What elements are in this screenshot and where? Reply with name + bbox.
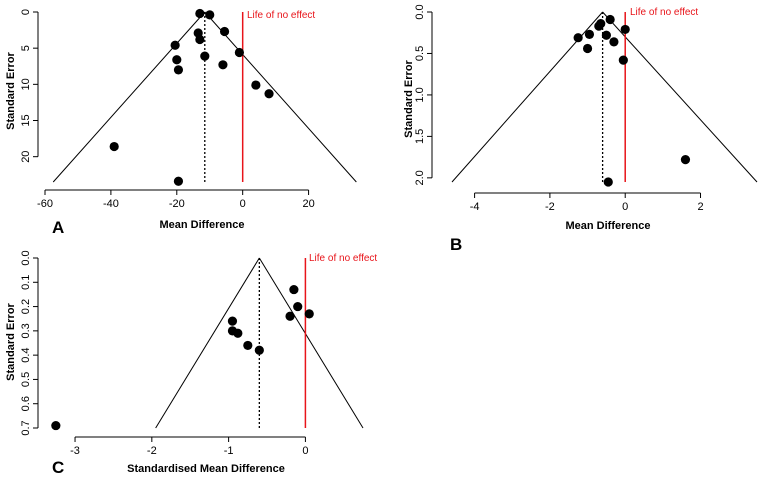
study-point bbox=[195, 34, 205, 45]
study-point bbox=[603, 177, 613, 187]
study-point bbox=[173, 176, 184, 186]
x-tick-label: -60 bbox=[37, 198, 53, 210]
x-tick-label: -2 bbox=[545, 201, 555, 213]
y-tick-label: 0.2 bbox=[20, 299, 32, 314]
study-point bbox=[680, 155, 691, 165]
y-tick-label: 0.5 bbox=[414, 46, 426, 61]
study-point bbox=[601, 30, 611, 40]
x-tick-label: -4 bbox=[470, 201, 480, 213]
study-point bbox=[251, 80, 261, 90]
panel-letter: B bbox=[450, 235, 462, 254]
study-point bbox=[200, 51, 210, 61]
study-point bbox=[219, 26, 230, 37]
panel-b: B Mean Difference Standard Error Life of… bbox=[403, 4, 758, 254]
panel-letter: A bbox=[52, 218, 64, 237]
study-point bbox=[618, 55, 628, 65]
y-axis-label: Standard Error bbox=[5, 302, 17, 380]
study-point bbox=[620, 24, 630, 35]
panel-a: A Mean Difference Standard Error Life of… bbox=[5, 8, 357, 237]
y-tick-label: 2.0 bbox=[414, 170, 426, 185]
x-tick-label: -2 bbox=[147, 445, 157, 457]
y-tick-label: 20 bbox=[20, 151, 32, 163]
y-tick-label: 5 bbox=[20, 45, 32, 51]
y-tick-label: 1.0 bbox=[414, 87, 426, 102]
x-axis-label: Standardised Mean Difference bbox=[127, 463, 285, 475]
study-point bbox=[594, 21, 604, 31]
study-point bbox=[109, 141, 119, 152]
funnel-left-edge bbox=[52, 11, 206, 183]
x-tick-label: -40 bbox=[103, 198, 119, 210]
x-axis-label: Mean Difference bbox=[566, 220, 651, 232]
funnel-left-edge bbox=[155, 257, 260, 429]
study-point bbox=[233, 328, 243, 338]
study-point bbox=[254, 345, 264, 355]
study-point bbox=[584, 29, 595, 39]
x-tick-label: 20 bbox=[302, 198, 314, 210]
y-tick-label: 15 bbox=[20, 114, 32, 126]
study-point bbox=[173, 65, 184, 75]
study-point bbox=[170, 40, 180, 50]
study-point bbox=[264, 89, 274, 99]
study-point bbox=[573, 33, 583, 43]
x-tick-label: -3 bbox=[70, 445, 80, 457]
study-point bbox=[51, 420, 61, 431]
study-point bbox=[605, 14, 615, 25]
study-point bbox=[243, 340, 253, 351]
y-tick-label: 0.4 bbox=[20, 347, 32, 362]
study-point bbox=[609, 37, 619, 47]
study-point bbox=[285, 311, 295, 321]
x-tick-label: 2 bbox=[697, 201, 703, 213]
y-tick-label: 0.0 bbox=[414, 4, 426, 19]
y-tick-label: 0.0 bbox=[20, 250, 32, 265]
x-tick-label: 0 bbox=[302, 445, 308, 457]
panel-c: C Standardised Mean Difference Standard … bbox=[5, 250, 377, 477]
y-tick-label: 0.6 bbox=[20, 396, 32, 411]
study-point bbox=[304, 309, 314, 319]
funnel-right-edge bbox=[602, 11, 758, 183]
y-tick-label: 0.3 bbox=[20, 323, 32, 338]
study-point bbox=[289, 284, 299, 295]
y-tick-label: 0.7 bbox=[20, 420, 32, 435]
x-tick-label: -20 bbox=[169, 198, 185, 210]
study-point bbox=[205, 10, 215, 20]
study-point bbox=[293, 301, 303, 312]
study-point bbox=[172, 55, 182, 65]
y-axis-label: Standard Error bbox=[5, 51, 17, 129]
y-tick-label: 10 bbox=[20, 78, 32, 90]
reference-line-label: Life of no effect bbox=[630, 7, 698, 18]
study-point bbox=[195, 8, 205, 19]
y-tick-label: 0.1 bbox=[20, 275, 32, 290]
study-point bbox=[218, 60, 228, 70]
y-tick-label: 0 bbox=[20, 9, 32, 15]
funnel-right-edge bbox=[258, 257, 364, 429]
study-point bbox=[582, 43, 593, 54]
reference-line-label: Life of no effect bbox=[309, 253, 377, 264]
study-point bbox=[227, 316, 238, 326]
y-tick-label: 0.5 bbox=[20, 372, 32, 387]
study-point bbox=[234, 47, 244, 58]
funnel-right-edge bbox=[204, 11, 357, 183]
y-axis-label: Standard Error bbox=[403, 59, 415, 137]
x-tick-label: -1 bbox=[224, 445, 234, 457]
x-tick-label: 0 bbox=[622, 201, 628, 213]
x-tick-label: 0 bbox=[240, 198, 246, 210]
reference-line-label: Life of no effect bbox=[247, 10, 315, 21]
y-tick-label: 1.5 bbox=[414, 129, 426, 144]
x-axis-label: Mean Difference bbox=[160, 219, 245, 231]
panel-letter: C bbox=[52, 458, 64, 477]
